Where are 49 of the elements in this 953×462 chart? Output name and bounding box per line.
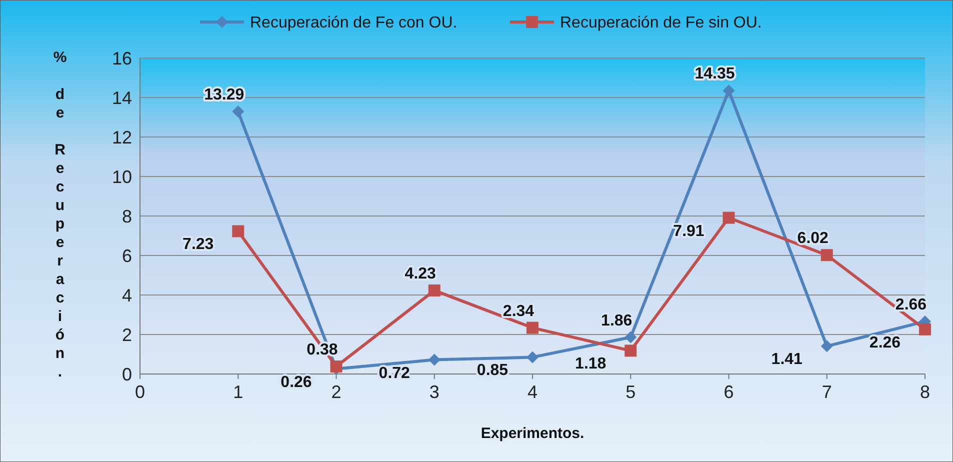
text: % de Recuperación. xyxy=(53,49,67,380)
point xyxy=(919,323,931,336)
x-tick-label: 8 xyxy=(920,382,930,402)
x-tick-label: 7 xyxy=(822,382,832,402)
point xyxy=(428,354,440,366)
data-label: 1.18 xyxy=(575,356,606,373)
point xyxy=(624,344,637,357)
data-label: 7.91 xyxy=(673,222,704,240)
point xyxy=(624,331,637,344)
x-tick-label: 4 xyxy=(527,382,538,402)
data-label: 7.23 xyxy=(182,236,214,254)
data-label: 2.26 xyxy=(869,334,901,352)
x-tick-label: 5 xyxy=(626,382,636,402)
x-tick-label: 3 xyxy=(429,382,440,402)
data-label: 14.35 xyxy=(694,66,735,83)
point xyxy=(526,322,538,334)
point xyxy=(330,360,342,372)
point xyxy=(232,106,244,118)
data-label: 0.26 xyxy=(280,374,312,391)
data-label: 1.86 xyxy=(601,312,632,330)
x-tick-label: 0 xyxy=(134,382,146,402)
x-tick-label: 6 xyxy=(724,382,734,402)
x-tick-label: 2 xyxy=(331,382,342,402)
y-tick-label: 8 xyxy=(122,206,132,226)
y-tick-label: 6 xyxy=(122,246,132,266)
data-label: 4.23 xyxy=(404,265,436,282)
y-tick-label: 10 xyxy=(112,166,132,187)
data-label: 2.34 xyxy=(502,302,534,320)
point xyxy=(820,249,833,262)
legend-label: Recuperación de Fe con OU. xyxy=(250,14,458,32)
legend-label: Recuperación de Fe sin OU. xyxy=(560,14,762,32)
point xyxy=(820,340,833,352)
y-tick-label: 16 xyxy=(112,48,132,68)
point xyxy=(232,225,244,238)
data-label: 2.66 xyxy=(895,296,927,314)
y-tick-label: 0 xyxy=(122,364,132,384)
data-label: 13.29 xyxy=(204,86,244,104)
point xyxy=(722,212,735,224)
y-tick-label: 2 xyxy=(122,324,132,345)
data-label: 6.02 xyxy=(797,230,829,248)
y-tick-label: 14 xyxy=(112,88,132,108)
x-tick-label: 1 xyxy=(233,382,244,402)
point xyxy=(722,84,735,97)
y-tick-label: 4 xyxy=(122,285,132,306)
point xyxy=(428,284,440,296)
y-tick-label: 12 xyxy=(112,127,132,148)
point xyxy=(526,351,538,364)
data-label: 1.41 xyxy=(771,351,803,368)
x-axis-title: Experimentos. xyxy=(480,425,584,442)
